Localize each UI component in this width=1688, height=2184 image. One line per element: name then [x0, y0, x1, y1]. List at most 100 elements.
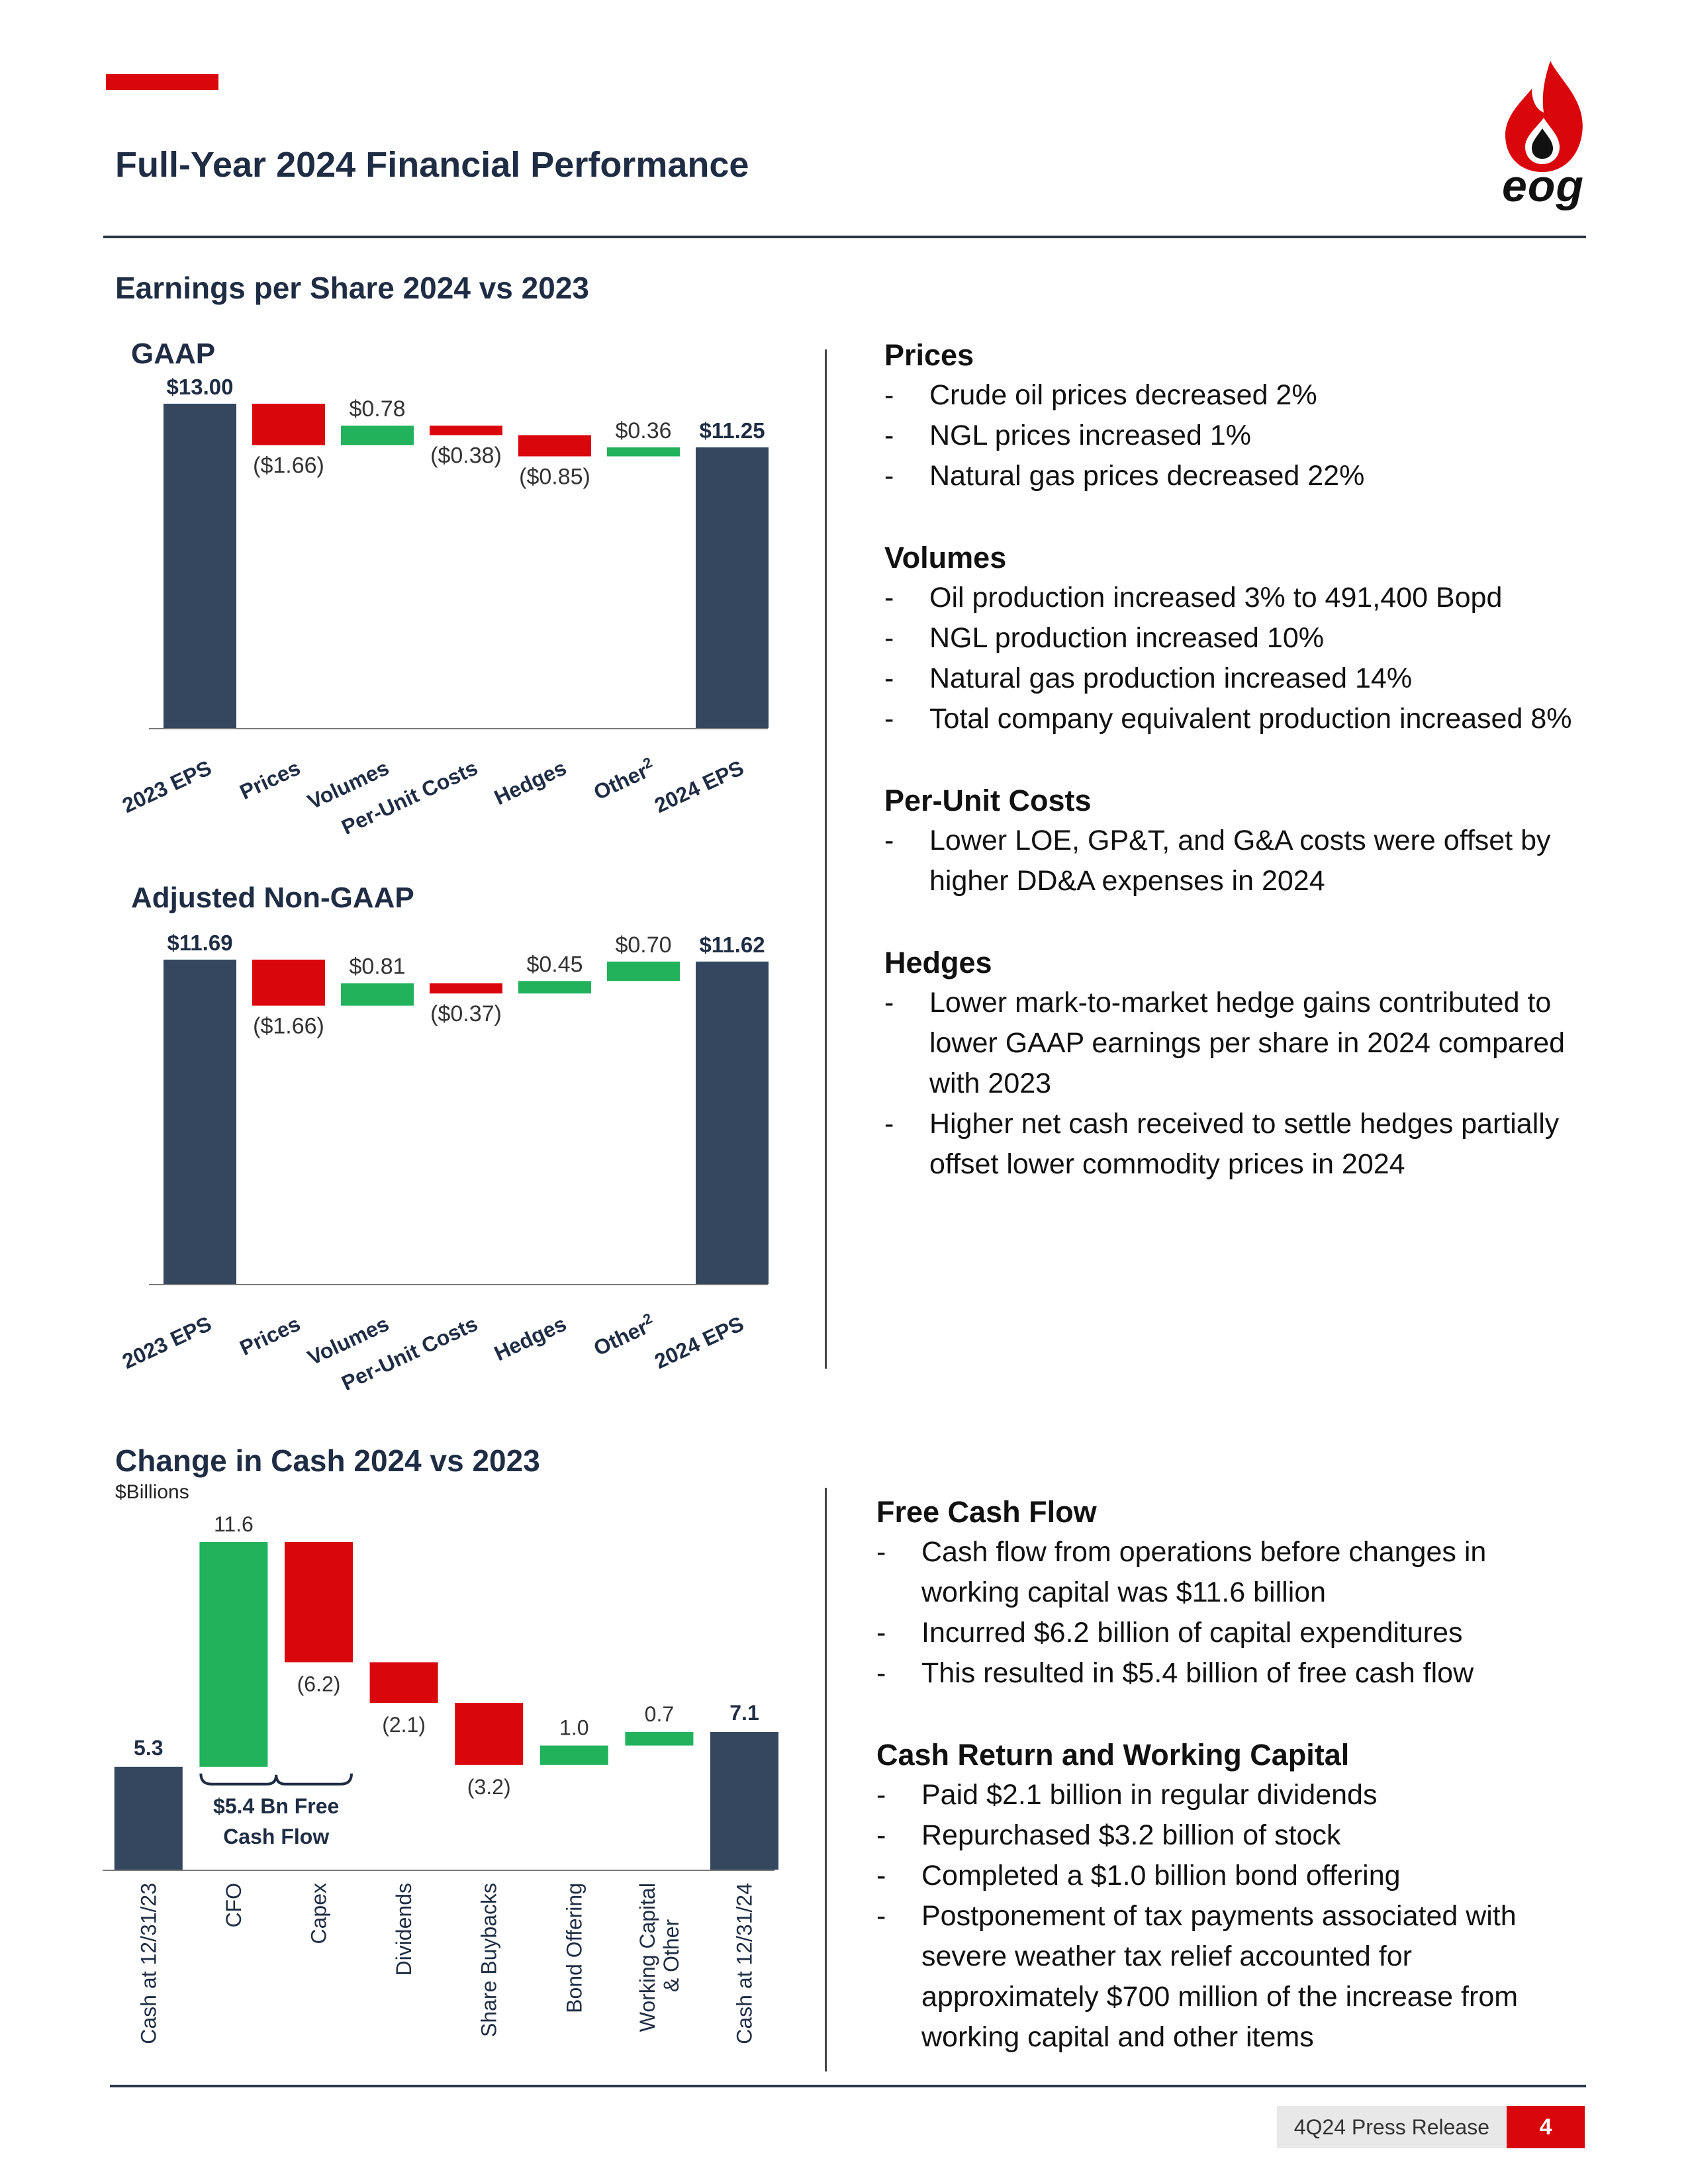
gaap-data-label: ($0.38): [430, 443, 502, 468]
cash-note-bullet: Postponement of tax payments associated …: [876, 1896, 1591, 2058]
eps-note-bullet-list: Lower LOE, GP&T, and G&A costs were offs…: [884, 821, 1586, 901]
cash-bar-6: [625, 1732, 694, 1746]
nongaap-data-label: $0.70: [615, 933, 671, 958]
nongaap-bar-0: [164, 960, 236, 1284]
cash-category-label: & Other: [659, 1919, 683, 1993]
cash-note-bullet: Completed a $1.0 billion bond offering: [876, 1856, 1591, 1896]
eps-note-bullet: Natural gas prices decreased 22%: [884, 456, 1586, 496]
nongaap-data-label: $11.69: [167, 931, 232, 955]
gaap-category-label: Hedges: [491, 756, 570, 809]
cash-bar-2: [285, 1542, 353, 1662]
header-rule: [103, 236, 1586, 238]
cash-category-label: Dividends: [392, 1883, 416, 1976]
nongaap-bar-5: [607, 961, 680, 981]
footer-rule: [110, 2085, 1586, 2087]
cash-category-label: Share Buybacks: [477, 1883, 501, 2037]
cash-note-bullet: Incurred $6.2 billion of capital expendi…: [876, 1613, 1591, 1653]
nongaap-bar-4: [518, 981, 591, 994]
fcf-annotation-line: Cash Flow: [223, 1825, 329, 1848]
cash-category-line: Working Capital: [635, 1883, 659, 2032]
gaap-bar-2: [341, 426, 414, 445]
eps-note-bullet: Crude oil prices decreased 2%: [884, 375, 1586, 416]
cash-category-label: Working Capital: [635, 1883, 659, 2032]
cash-note-bullet: Paid $2.1 billion in regular dividends: [876, 1775, 1591, 1815]
gaap-data-label: $0.78: [349, 396, 405, 422]
gaap-data-label: $13.00: [167, 375, 234, 399]
nongaap-footnote-marker: 2: [640, 1310, 655, 1328]
nongaap-data-label: ($1.66): [253, 1014, 324, 1039]
gaap-data-label: $11.25: [699, 418, 765, 443]
eog-logo: eog: [1497, 54, 1590, 213]
eps-note-heading: Hedges: [884, 946, 992, 979]
eps-divider: [825, 349, 827, 1369]
nongaap-bar-2: [341, 983, 414, 1006]
cash-note-bullet: Repurchased $3.2 billion of stock: [876, 1815, 1591, 1856]
nongaap-data-label: $0.81: [349, 954, 405, 979]
cash-bar-4: [455, 1703, 524, 1765]
gaap-footnote-marker: 2: [640, 754, 655, 772]
nongaap-bar-1: [252, 960, 325, 1006]
eps-note-bullet-list: Lower mark-to-market hedge gains contrib…: [884, 983, 1586, 1185]
cash-bar-0: [114, 1766, 183, 1870]
nongaap-bar-6: [696, 961, 769, 1284]
gaap-category-label: 2024 EPS: [651, 756, 747, 818]
cash-bar-1: [199, 1542, 268, 1767]
cash-category-label: Cash at 12/31/23: [136, 1883, 160, 2044]
gaap-data-label: $0.36: [615, 418, 671, 443]
nongaap-category-label: Prices: [236, 1312, 304, 1360]
eps-section-title: Earnings per Share 2024 vs 2023: [115, 271, 589, 305]
eps-note-bullet: Lower LOE, GP&T, and G&A costs were offs…: [884, 821, 1586, 901]
cash-category-label: Cash at 12/31/24: [733, 1883, 757, 2044]
cash-commentary: Free Cash FlowCash flow from operations …: [876, 1492, 1591, 2058]
eps-note-heading: Per-Unit Costs: [884, 784, 1092, 817]
nongaap-category-label: 2023 EPS: [118, 1312, 215, 1374]
cash-section-title: Change in Cash 2024 vs 2023: [115, 1443, 540, 1478]
eps-note-bullet-list: Oil production increased 3% to 491,400 B…: [884, 578, 1586, 739]
eps-note-bullet: NGL prices increased 1%: [884, 416, 1586, 456]
eps-note-heading: Prices: [884, 338, 974, 372]
nongaap-data-label: $0.45: [526, 952, 583, 977]
nongaap-bar-3: [430, 983, 502, 994]
eps-note-bullet: Lower mark-to-market hedge gains contrib…: [884, 983, 1586, 1104]
accent-bar: [106, 74, 218, 90]
gaap-category-label: 2023 EPS: [118, 756, 215, 818]
nongaap-category-label: 2024 EPS: [651, 1312, 747, 1374]
nongaap-category-label: Hedges: [491, 1312, 570, 1365]
footer: 4Q24 Press Release 4: [1276, 2106, 1585, 2148]
fcf-brace: [199, 1773, 353, 1786]
cash-bar-5: [539, 1745, 608, 1765]
gaap-data-label: ($0.85): [519, 465, 590, 490]
fcf-annotation: $5.4 Bn Free Cash Flow: [213, 1794, 339, 1848]
gaap-bar-5: [607, 447, 680, 457]
fcf-annotation-line: $5.4 Bn Free: [213, 1794, 339, 1818]
cash-category-label: Bond Offering: [562, 1883, 586, 2013]
eps-note-bullet: Higher net cash received to settle hedge…: [884, 1104, 1586, 1185]
cash-data-label: 5.3: [134, 1736, 163, 1760]
nongaap-category-label: Other2: [589, 1310, 659, 1361]
gaap-category-label: Prices: [236, 756, 304, 804]
gaap-bar-0: [164, 404, 236, 728]
cash-data-label: (2.1): [382, 1713, 426, 1737]
eps-note-heading: Volumes: [884, 541, 1007, 574]
eps-note-bullet: Total company equivalent production incr…: [884, 699, 1586, 739]
cash-data-label: (3.2): [467, 1775, 511, 1799]
cash-note-heading: Free Cash Flow: [876, 1495, 1097, 1529]
cash-data-label: 11.6: [214, 1516, 254, 1536]
cash-unit-note: $Billions: [115, 1481, 189, 1503]
cash-note-bullet-list: Paid $2.1 billion in regular dividendsRe…: [876, 1775, 1591, 2058]
gaap-bar-4: [518, 435, 591, 457]
gaap-category-label: Other2: [589, 754, 659, 805]
cash-note-bullet: This resulted in $5.4 billion of free ca…: [876, 1653, 1591, 1694]
cash-category-label: Capex: [307, 1883, 331, 1944]
nongaap-data-label: $11.62: [699, 933, 765, 957]
eps-note-bullet: Oil production increased 3% to 491,400 B…: [884, 578, 1586, 618]
eps-note-bullet: Natural gas production increased 14%: [884, 659, 1586, 699]
page-title: Full-Year 2024 Financial Performance: [115, 145, 749, 185]
cash-data-label: (6.2): [297, 1672, 341, 1696]
cash-note-bullet-list: Cash flow from operations before changes…: [876, 1532, 1591, 1694]
cash-waterfall-chart: 5.3 Cash at 12/31/23 11.6 CFO (6.2) Capex (2.1…: [103, 1516, 778, 2044]
gaap-bar-6: [696, 447, 769, 728]
cash-category-label: CFO: [222, 1883, 246, 1928]
flame-drop-icon: [1505, 61, 1583, 172]
